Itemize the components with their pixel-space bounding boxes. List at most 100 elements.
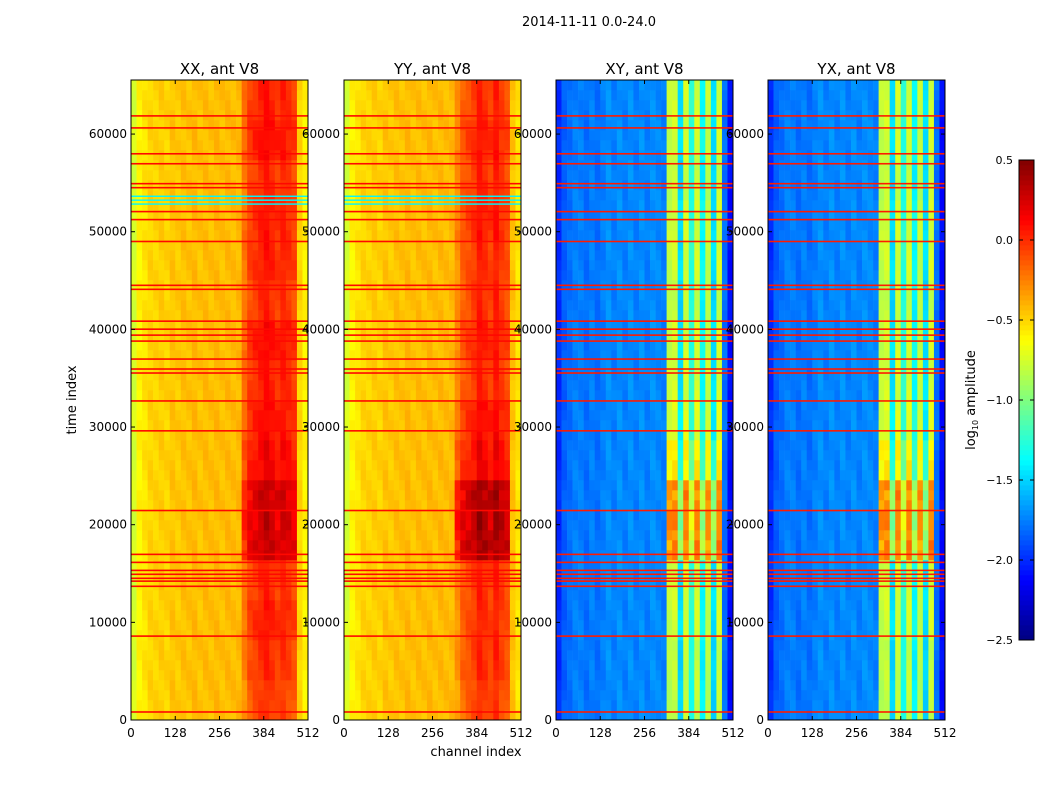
heatmap-cell [242, 200, 248, 210]
heatmap-cell [466, 170, 472, 180]
heatmap-cell [405, 490, 411, 500]
heatmap-cell [231, 140, 237, 150]
heatmap-cell [214, 460, 220, 470]
heatmap-cell [515, 480, 521, 490]
heatmap-cell [258, 490, 264, 500]
heatmap-cell [617, 640, 623, 650]
heatmap-cell [148, 120, 154, 130]
heatmap-cell [214, 630, 220, 640]
heatmap-cell [220, 310, 226, 320]
heatmap-cell [421, 290, 427, 300]
heatmap-cell [350, 640, 356, 650]
heatmap-cell [164, 230, 170, 240]
heatmap-cell [460, 390, 466, 400]
heatmap-cell [286, 250, 292, 260]
heatmap-cell [405, 460, 411, 470]
heatmap-cell [589, 600, 595, 610]
heatmap-cell [661, 610, 667, 620]
heatmap-cell [203, 490, 209, 500]
heatmap-cell [253, 700, 259, 710]
heatmap-cell [247, 250, 253, 260]
heatmap-cell [433, 190, 439, 200]
heatmap-cell [247, 610, 253, 620]
heatmap-cell [455, 160, 461, 170]
heatmap-cell [444, 670, 450, 680]
heatmap-cell [705, 590, 711, 600]
y-tick-label: 0 [119, 713, 127, 727]
heatmap-cell [247, 680, 253, 690]
heatmap-cell [148, 140, 154, 150]
heatmap-cell [416, 520, 422, 530]
heatmap-cell [186, 190, 192, 200]
heatmap-cell [131, 450, 137, 460]
heatmap-cell [286, 640, 292, 650]
heatmap-cell [510, 640, 516, 650]
heatmap-cell [214, 270, 220, 280]
heatmap-cell [449, 490, 455, 500]
heatmap-cell [567, 670, 573, 680]
heatmap-cell [482, 590, 488, 600]
heatmap-cell [722, 670, 728, 680]
heatmap-cell [131, 610, 137, 620]
heatmap-cell [203, 520, 209, 530]
heatmap-cell [192, 680, 198, 690]
flagged-row [131, 285, 308, 287]
heatmap-cell [137, 640, 143, 650]
heatmap-cell [186, 150, 192, 160]
heatmap-cell [460, 290, 466, 300]
heatmap-cell [231, 270, 237, 280]
heatmap-cell [159, 600, 165, 610]
heatmap-cell [515, 100, 521, 110]
heatmap-cell [493, 510, 499, 520]
heatmap-cell [405, 510, 411, 520]
heatmap-cell [181, 140, 187, 150]
heatmap-cell [504, 190, 510, 200]
heatmap-cell [394, 90, 400, 100]
heatmap-cell [633, 660, 639, 670]
heatmap-cell [488, 410, 494, 420]
heatmap-cell [203, 310, 209, 320]
heatmap-cell [661, 660, 667, 670]
heatmap-cell [208, 250, 214, 260]
heatmap-cell [192, 610, 198, 620]
heatmap-cell [606, 630, 612, 640]
heatmap-cell [291, 660, 297, 670]
heatmap-cell [203, 610, 209, 620]
heatmap-cell [253, 480, 259, 490]
heatmap-cell [344, 470, 350, 480]
heatmap-cell [137, 630, 143, 640]
heatmap-cell [253, 130, 259, 140]
heatmap-cell [399, 440, 405, 450]
heatmap-cell [131, 220, 137, 230]
heatmap-cell [700, 530, 706, 540]
heatmap-cell [427, 420, 433, 430]
heatmap-cell [159, 670, 165, 680]
heatmap-cell [236, 520, 242, 530]
heatmap-cell [286, 690, 292, 700]
heatmap-cell [488, 440, 494, 450]
heatmap-cell [291, 310, 297, 320]
heatmap-cell [399, 620, 405, 630]
heatmap-cell [197, 390, 203, 400]
heatmap-cell [361, 470, 367, 480]
heatmap-cell [203, 590, 209, 600]
heatmap-cell [716, 650, 722, 660]
heatmap-cell [460, 160, 466, 170]
heatmap-cell [482, 520, 488, 530]
heatmap-cell [366, 560, 372, 570]
heatmap-cell [208, 220, 214, 230]
heatmap-cell [477, 80, 483, 90]
heatmap-cell [584, 650, 590, 660]
heatmap-cell [236, 290, 242, 300]
heatmap-cell [159, 490, 165, 500]
heatmap-cell [705, 700, 711, 710]
heatmap-cell [242, 310, 248, 320]
heatmap-cell [269, 130, 275, 140]
heatmap-cell [394, 500, 400, 510]
flagged-row [344, 580, 521, 582]
flagged-row [344, 211, 521, 213]
heatmap-cell [727, 630, 733, 640]
heatmap-cell [438, 500, 444, 510]
heatmap-cell [350, 200, 356, 210]
